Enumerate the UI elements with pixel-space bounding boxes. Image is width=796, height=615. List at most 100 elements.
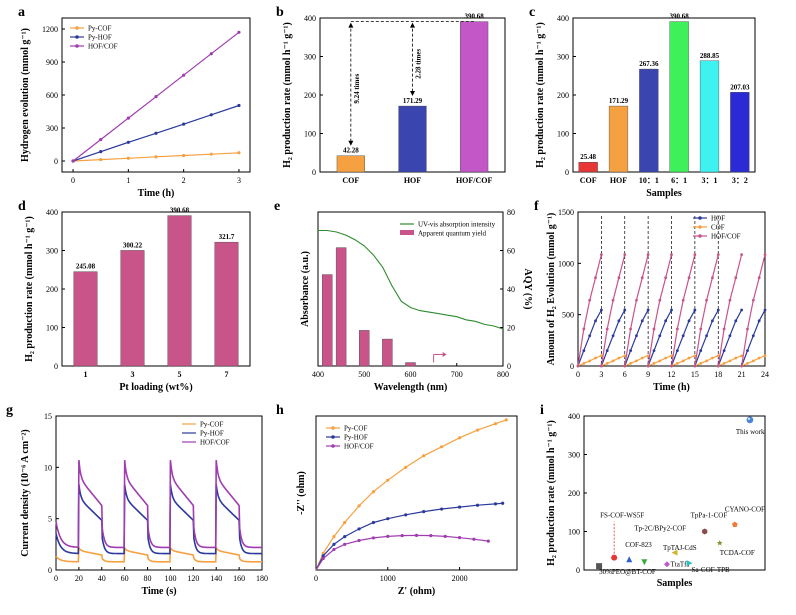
f-point-1-6-2 [728,359,732,363]
g-xtick-label-7: 140 [210,574,222,583]
f-point-1-5-1 [699,362,703,365]
panel-c: c 0 100 200 300 400 H₂ production rate (mmol h… [529,5,756,199]
i-point-label-9: CYANO-COF [725,506,765,514]
f-point-2-5-1 [699,327,703,331]
f-point-0-3-2 [658,334,662,338]
g-xtick-label-5: 100 [164,574,176,583]
h-point-1-10 [457,505,462,509]
f-xtick-label-6: 18 [714,370,722,379]
i-point-2 [626,556,633,563]
f-point-2-4-0 [670,364,673,368]
i-point-10 [746,416,754,424]
c-xtick-label-0: COF [580,176,597,185]
f-point-0-1-4 [623,308,627,312]
i-point-label-8: TCDA-COF [720,549,755,557]
f-point-1-2-4 [646,354,650,358]
h-point-2-6 [386,534,390,538]
f-point-1-4-2 [681,359,685,363]
d-bar-value-0: 245.08 [76,263,96,271]
f-point-0-2-3 [640,319,644,323]
f-legend-marker-0 [698,216,702,220]
h-point-2-12 [472,537,476,541]
d-ytick-label-0: 0 [54,362,58,371]
g-ytick-label-1: 5 [48,515,52,524]
f-xtick-label-5: 15 [691,370,699,379]
panel-letter-b: b [276,5,284,20]
d-xtick-label-1: 3 [131,370,135,379]
a-point-1-3 [154,131,158,135]
a-point-2-3 [154,95,158,99]
a-point-0-2 [126,156,130,160]
g-xtick-label-2: 40 [98,574,106,583]
c-xtick-label-3: 6：1 [671,176,687,185]
h-series-line-0 [315,419,507,571]
f-point-2-3-2 [658,298,662,302]
i-point-6 [686,560,693,567]
f-point-0-2-2 [635,334,638,338]
b-bar-0 [336,155,365,173]
b-xtick-label-0: COF [342,176,359,185]
f-point-2-7-1 [746,327,749,331]
i-point-label-0: 30%PEO@BT-COF [599,568,656,576]
f-point-1-4-4 [693,354,697,358]
g-series-line-0 [55,544,262,563]
f-point-1-1-2 [611,359,615,363]
f-point-2-7-3 [757,276,761,280]
h-plot-frame [315,415,518,571]
f-point-1-5-3 [711,356,714,360]
b-xtick-label-2: HOF/COF [456,176,493,185]
f-point-0-6-2 [728,334,732,338]
panel-letter-i: i [540,403,544,418]
a-point-2-0 [71,159,75,163]
panel-letter-d: d [18,199,26,214]
a-point-2-1 [99,137,103,142]
h-point-2-13 [486,539,490,543]
a-legend-label-0: Py-COF [88,25,111,33]
f-point-1-5-4 [716,354,720,358]
b-ytick-label-0: 0 [312,168,316,177]
f-point-0-2-1 [629,349,632,352]
e-xtick-label-0: 400 [312,370,324,379]
f-xtick-label-4: 12 [668,370,676,379]
f-point-2-7-4 [763,253,767,257]
a-ytick-label-1: 300 [46,124,58,133]
f-point-2-1-1 [605,327,609,331]
a-xtick-label-2: 2 [182,176,186,185]
a-point-0-5 [209,152,213,156]
h-point-2-11 [457,536,462,540]
f-point-2-5-0 [693,364,697,368]
c-bar-3 [669,21,689,173]
c-bar-4 [699,60,720,173]
f-legend-marker-1 [698,225,702,229]
a-point-1-6 [237,103,241,108]
g-xtick-label-3: 60 [121,574,129,583]
f-point-2-0-3 [594,276,597,280]
e-xtick-label-1: 500 [358,370,370,379]
g-xtick-label-6: 120 [187,574,199,583]
a-legend-marker-0 [75,26,79,30]
h-series-line-2 [315,534,489,571]
f-point-2-2-4 [646,253,650,257]
c-ytick-label-1: 100 [557,130,569,139]
f-series-2-cycle-2 [624,254,649,367]
d-xtick-label-3: 7 [225,370,229,379]
b-annotation-0: 9.24 times [353,73,361,103]
panel-letter-a: a [18,5,25,20]
e-axis-arrow-head [442,351,447,357]
f-point-0-6-1 [722,349,726,352]
h-point-0-8 [422,454,426,458]
b-bar-2 [460,21,489,173]
a-xlabel: Time (h) [138,188,175,199]
f-point-0-2-4 [646,308,650,312]
e-absorbance-line [318,229,504,330]
b-arrow-tail-1 [410,22,415,28]
e-right-ytick-label-4: 80 [507,208,515,217]
e-aqy-bar-3 [382,338,393,367]
g-legend-label-1: Py-HOF [200,430,224,438]
d-bar-1 [120,250,145,367]
e-legend-label-1: Apparent quantum yield [418,230,487,238]
c-bar-1 [608,105,629,173]
b-ytick-label-1: 100 [304,130,316,139]
h-point-0-7 [404,465,408,469]
